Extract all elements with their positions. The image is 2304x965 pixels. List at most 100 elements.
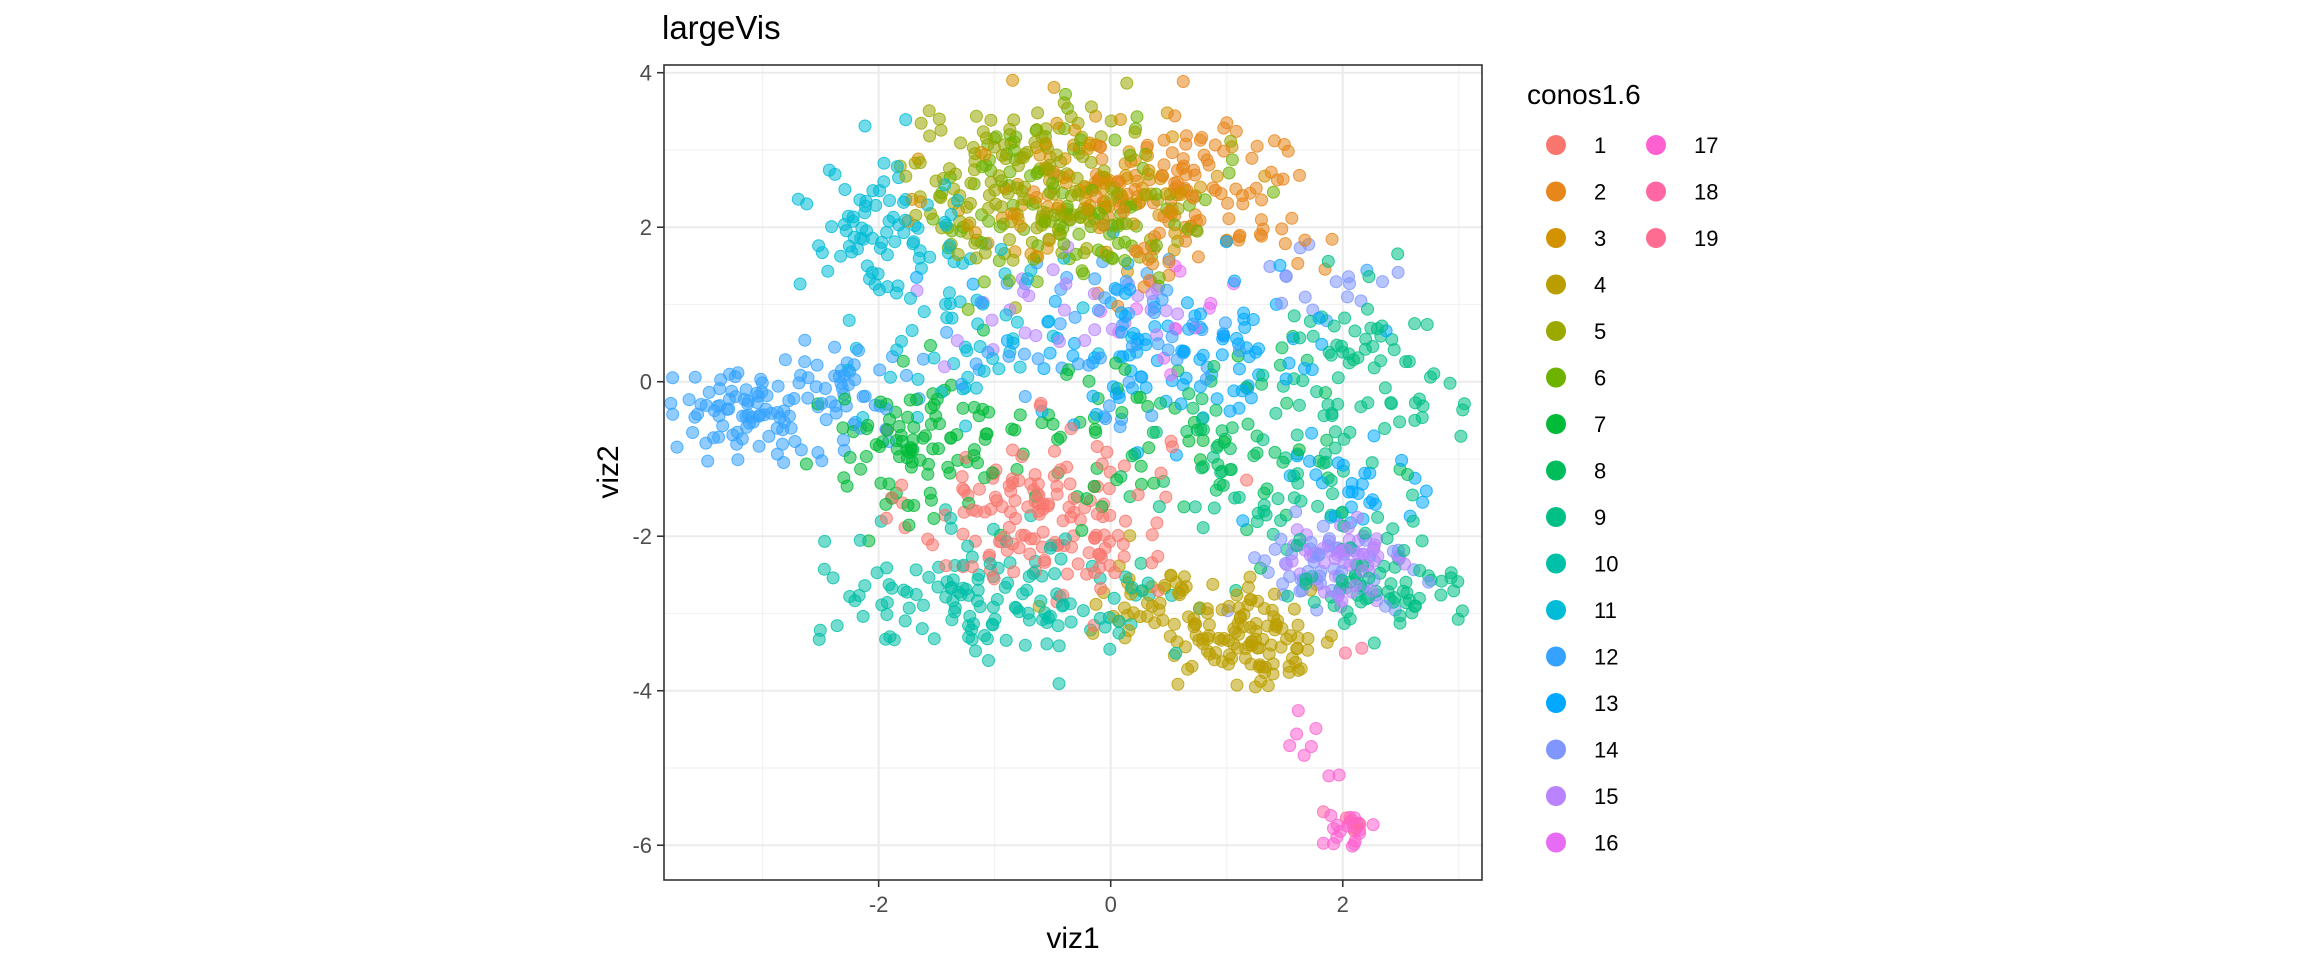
scatter-point-15 — [1018, 326, 1032, 340]
scatter-point-13 — [1037, 362, 1051, 376]
scatter-point-12 — [828, 369, 842, 383]
scatter-point-4 — [1243, 570, 1257, 584]
scatter-point-3 — [1050, 116, 1064, 130]
scatter-point-10 — [927, 632, 941, 646]
scatter-point-6 — [1100, 249, 1114, 263]
scatter-point-3 — [1194, 180, 1207, 194]
scatter-point-5 — [969, 251, 983, 265]
scatter-point-11 — [944, 208, 958, 221]
scatter-point-9 — [1387, 343, 1401, 357]
scatter-point-10 — [956, 581, 970, 595]
scatter-point-9 — [1196, 521, 1210, 535]
legend-key-11 — [1546, 600, 1566, 620]
scatter-point-10 — [1016, 587, 1030, 601]
scatter-point-7 — [901, 499, 915, 512]
scatter-point-11 — [939, 218, 953, 232]
scatter-point-9 — [1311, 499, 1325, 513]
scatter-point-3 — [1006, 73, 1020, 87]
scatter-point-1 — [1102, 482, 1116, 496]
scatter-point-1 — [926, 538, 939, 552]
scatter-point-15 — [1159, 304, 1173, 318]
scatter-point-13 — [1127, 327, 1141, 340]
scatter-point-9 — [1287, 309, 1301, 323]
scatter-point-13 — [1279, 372, 1293, 386]
scatter-point-12 — [1091, 303, 1105, 317]
legend-title: conos1.6 — [1527, 79, 1641, 110]
scatter-point-15 — [1052, 335, 1066, 348]
scatter-point-12 — [691, 407, 705, 421]
scatter-point-6 — [1225, 153, 1239, 167]
scatter-point-7 — [1008, 423, 1022, 437]
scatter-point-6 — [961, 303, 975, 316]
scatter-point-6 — [992, 254, 1006, 268]
scatter-point-4 — [1207, 653, 1221, 667]
scatter-point-13 — [1303, 454, 1316, 468]
scatter-point-11 — [839, 224, 853, 238]
legend-label-2: 2 — [1594, 180, 1606, 205]
scatter-point-7 — [1196, 434, 1210, 447]
scatter-point-13 — [1228, 274, 1241, 288]
scatter-point-11 — [992, 362, 1006, 376]
scatter-point-12 — [940, 325, 954, 339]
scatter-point-15 — [1341, 521, 1355, 534]
scatter-point-9 — [1324, 474, 1338, 487]
scatter-point-8 — [1211, 438, 1225, 452]
scatter-point-4 — [1301, 632, 1315, 645]
scatter-point-10 — [1169, 646, 1183, 660]
scatter-point-15 — [1331, 589, 1345, 603]
scatter-point-3 — [1024, 247, 1038, 261]
scatter-point-13 — [1246, 313, 1260, 326]
scatter-point-12 — [900, 368, 913, 382]
scatter-point-9 — [1321, 254, 1335, 268]
scatter-point-15 — [1029, 329, 1043, 343]
scatter-point-12 — [1199, 372, 1213, 386]
scatter-point-6 — [1118, 254, 1132, 267]
scatter-point-11 — [863, 272, 876, 286]
scatter-point-7 — [1089, 425, 1103, 439]
scatter-point-12 — [773, 411, 787, 425]
legend-label-16: 16 — [1594, 831, 1618, 856]
scatter-point-2 — [1236, 197, 1250, 211]
scatter-point-17 — [1345, 839, 1359, 853]
scatter-point-10 — [882, 578, 896, 592]
scatter-point-12 — [664, 396, 678, 410]
scatter-point-13 — [1305, 426, 1319, 440]
scatter-point-11 — [890, 160, 904, 174]
scatter-point-12 — [731, 453, 745, 467]
scatter-point-9 — [1358, 526, 1372, 540]
scatter-point-6 — [1053, 218, 1067, 232]
chart-title: largeVis — [662, 9, 781, 46]
scatter-point-2 — [1208, 138, 1222, 152]
scatter-point-11 — [940, 311, 954, 325]
scatter-point-1 — [1164, 434, 1178, 448]
scatter-point-1 — [1027, 532, 1041, 546]
scatter-point-7 — [859, 450, 873, 463]
scatter-point-9 — [1403, 593, 1416, 607]
scatter-point-11 — [905, 324, 919, 337]
scatter-point-5 — [1139, 188, 1153, 202]
scatter-point-12 — [1053, 317, 1067, 331]
scatter-point-1 — [1067, 491, 1081, 505]
scatter-point-8 — [1177, 500, 1191, 514]
scatter-point-1 — [1038, 555, 1052, 569]
scatter-point-10 — [1001, 576, 1015, 590]
scatter-point-1 — [1092, 547, 1106, 561]
scatter-point-8 — [1275, 341, 1289, 355]
scatter-point-15 — [950, 334, 964, 348]
scatter-point-11 — [1021, 272, 1034, 286]
scatter-point-14 — [1391, 265, 1405, 279]
scatter-point-6 — [1057, 237, 1071, 251]
scatter-point-13 — [1210, 392, 1224, 406]
scatter-point-15 — [1145, 287, 1159, 301]
scatter-point-8 — [1268, 445, 1282, 459]
scatter-point-5 — [929, 174, 943, 188]
scatter-point-17 — [1283, 739, 1297, 753]
legend-key-5 — [1546, 321, 1566, 341]
scatter-point-7 — [837, 471, 851, 485]
scatter-point-10 — [983, 557, 997, 571]
scatter-point-6 — [1152, 271, 1166, 285]
scatter-point-5 — [1064, 110, 1078, 124]
scatter-point-12 — [1147, 306, 1161, 320]
scatter-point-12 — [1145, 409, 1159, 423]
